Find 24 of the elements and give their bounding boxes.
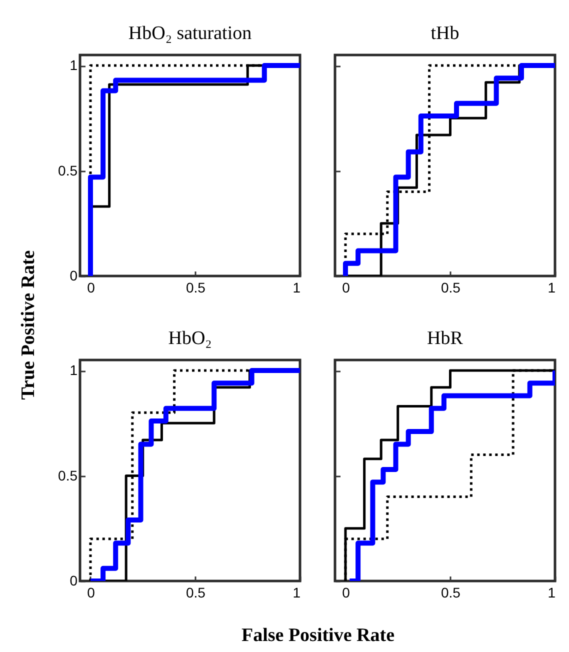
x-tick-label: 0: [87, 584, 96, 600]
chart-title: HbR: [427, 328, 464, 349]
chart-title: tHb: [430, 23, 460, 44]
y-tick-label: 0.5: [58, 162, 78, 178]
y-tick-label: 0: [70, 572, 78, 588]
x-tick-label: 1: [548, 584, 556, 600]
x-tick-label: 0.5: [441, 280, 461, 296]
y-tick-label: 1: [70, 362, 78, 378]
x-tick-label: 0.5: [186, 584, 206, 600]
x-axis-title: False Positive Rate: [241, 625, 395, 647]
y-tick-label: 0: [70, 268, 78, 284]
chart-title: HbO₂: [168, 328, 212, 349]
x-tick-label: 1: [548, 280, 556, 296]
x-tick-label: 0: [87, 280, 96, 296]
x-tick-label: 1: [292, 584, 301, 600]
x-tick-label: 1: [292, 280, 301, 296]
y-axis-title: True Positive Rate: [18, 250, 40, 400]
y-tick-label: 0.5: [58, 467, 78, 484]
y-tick-label: 1: [70, 57, 78, 74]
x-tick-label: 0: [342, 584, 350, 600]
x-tick-label: 0.5: [186, 280, 206, 296]
chart-title: HbO₂ saturation: [128, 23, 252, 44]
x-tick-label: 0: [342, 280, 350, 296]
x-tick-label: 0.5: [441, 584, 461, 600]
